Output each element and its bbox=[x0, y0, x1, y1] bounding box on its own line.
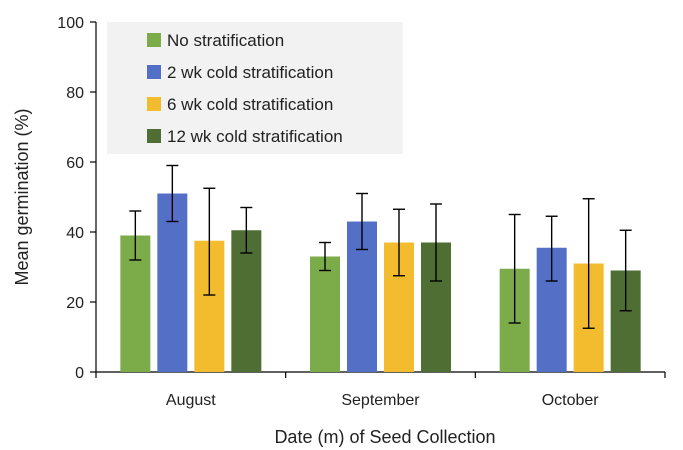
y-axis-title: Mean germination (%) bbox=[12, 108, 32, 285]
legend-label: 12 wk cold stratification bbox=[167, 127, 343, 146]
bar bbox=[231, 230, 262, 372]
y-tick-label: 20 bbox=[66, 295, 84, 312]
y-tick-label: 80 bbox=[66, 85, 84, 102]
y-tick-label: 0 bbox=[75, 365, 84, 382]
y-tick-label: 100 bbox=[57, 15, 84, 32]
legend-label: 2 wk cold stratification bbox=[167, 63, 333, 82]
legend: No stratification 2 wk cold stratificatio… bbox=[107, 22, 403, 154]
legend-label: 6 wk cold stratification bbox=[167, 95, 333, 114]
bar bbox=[310, 256, 340, 372]
y-tick-label: 60 bbox=[66, 155, 84, 172]
legend-swatch bbox=[147, 97, 161, 111]
y-tick-label: 40 bbox=[66, 225, 84, 242]
x-tick-label: August bbox=[166, 392, 216, 409]
x-tick-label: October bbox=[542, 392, 600, 409]
legend-label: No stratification bbox=[167, 31, 284, 50]
x-tick-label: September bbox=[341, 392, 420, 409]
legend-swatch bbox=[147, 33, 161, 47]
plot-area: 0 20 40 60 80 100 August September October bbox=[57, 15, 666, 409]
x-axis-title: Date (m) of Seed Collection bbox=[274, 427, 495, 447]
legend-swatch bbox=[147, 65, 161, 79]
legend-swatch bbox=[147, 129, 161, 143]
bar bbox=[157, 193, 188, 372]
